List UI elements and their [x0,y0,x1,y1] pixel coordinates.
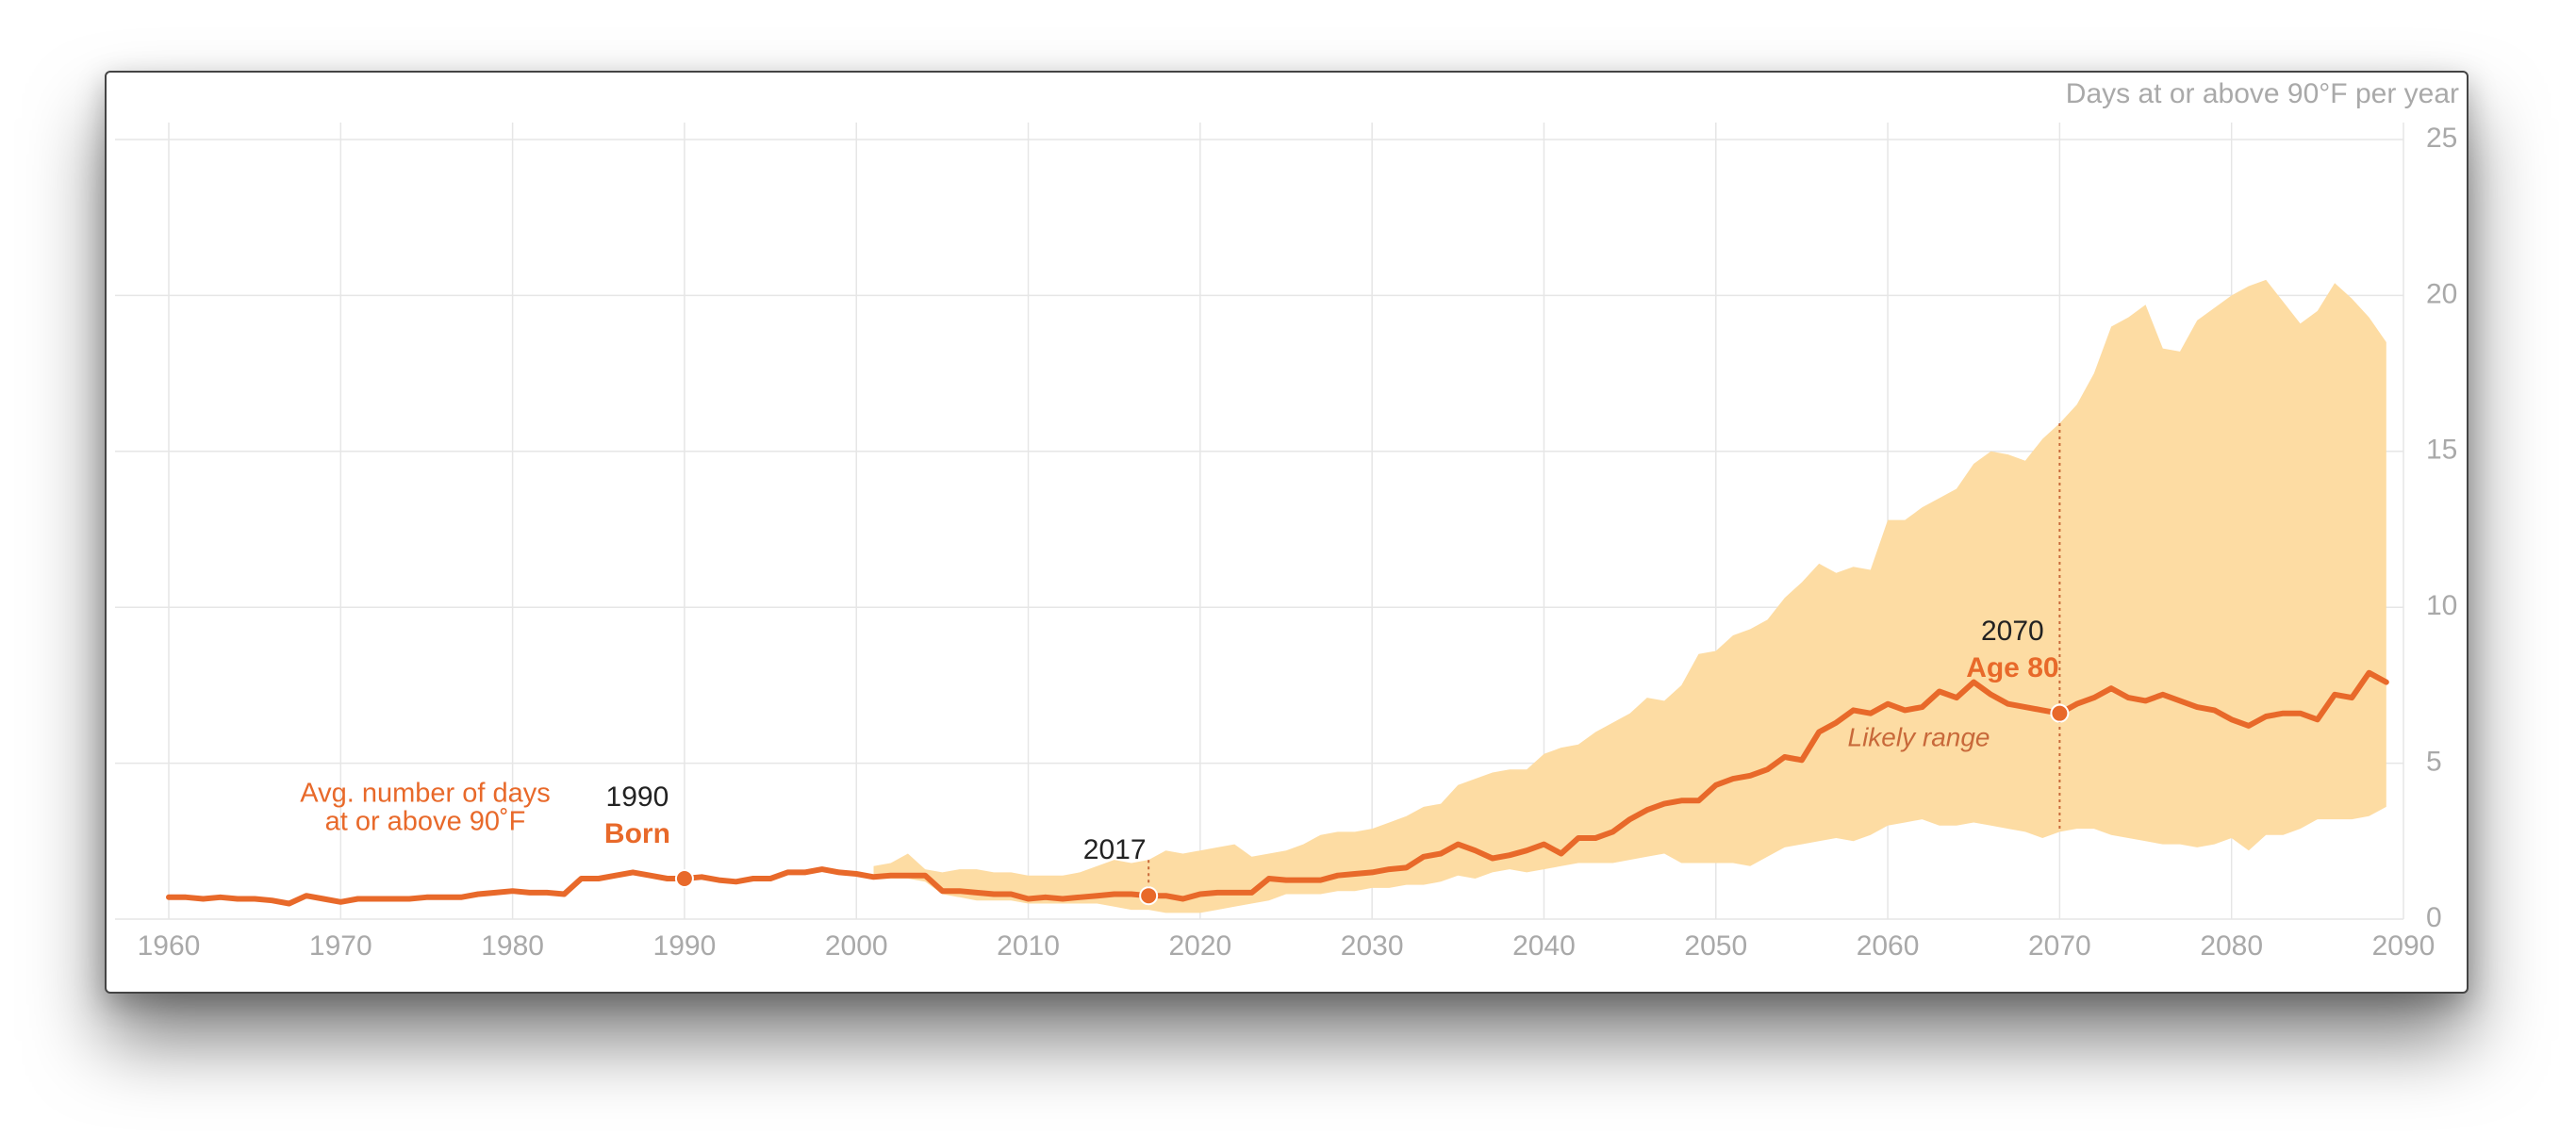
point-marker [674,868,694,888]
marker-label: 2017 [1083,834,1147,865]
point-marker [2050,703,2070,723]
axis-label: Days at or above 90°F per year [2066,78,2459,109]
marker-sublabel: Age 80 [1966,652,2058,683]
y-tick-label: 0 [2426,902,2442,933]
x-tick-label: 1990 [653,930,717,962]
series-label: Avg. number of days [300,779,550,809]
x-tick-label: 2050 [1684,930,1747,962]
marker-sublabel: Born [604,818,670,849]
series-label: at or above 90˚F [325,807,526,837]
x-tick-label: 1960 [138,930,201,962]
point-marker [1139,886,1159,906]
marker-label: 1990 [606,781,669,813]
x-tick-label: 1980 [481,930,544,962]
marker-label: 2070 [1981,616,2044,647]
x-tick-label: 2010 [997,930,1060,962]
x-tick-label: 2060 [1857,930,1920,962]
x-tick-label: 2090 [2372,930,2436,962]
y-tick-label: 20 [2426,278,2457,309]
x-tick-label: 2070 [2028,930,2091,962]
band-label: Likely range [1848,722,1990,751]
y-tick-label: 10 [2426,590,2457,621]
y-tick-label: 5 [2426,747,2442,778]
x-tick-label: 2080 [2200,930,2263,962]
x-tick-label: 2000 [825,930,888,962]
x-tick-label: 2020 [1168,930,1231,962]
series-line [166,669,2389,907]
x-tick-label: 1970 [309,930,372,962]
x-tick-label: 2030 [1341,930,1404,962]
range-band [873,279,2386,913]
y-tick-label: 15 [2426,435,2457,466]
x-tick-label: 2040 [1512,930,1576,962]
y-tick-label: 25 [2426,123,2457,154]
